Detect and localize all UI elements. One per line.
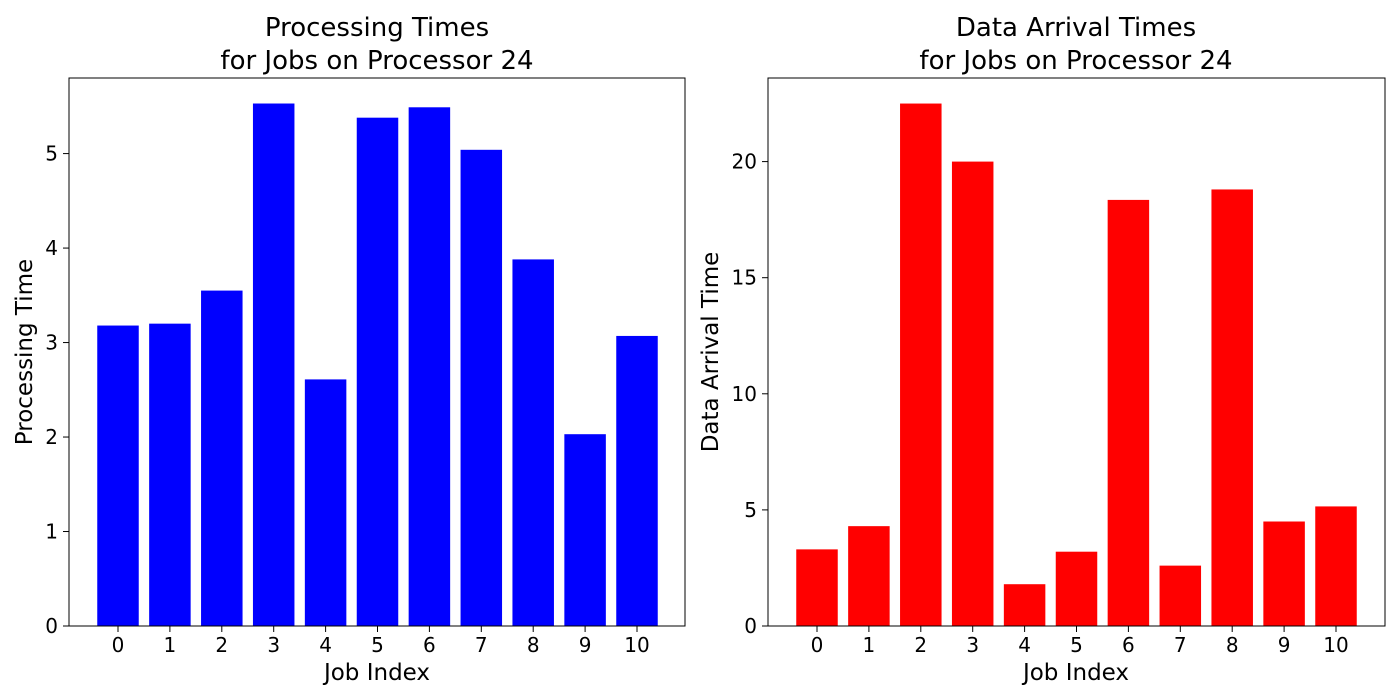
chart-title-line-1: Data Arrival Times	[956, 13, 1196, 43]
x-ticks: 0 1 2 3 4 5 6 7 8 9 10	[112, 626, 650, 657]
bar-job-5	[356, 117, 399, 626]
y-tick-label: 20	[732, 150, 757, 174]
bar-job-2	[900, 103, 942, 627]
y-tick-label: 15	[732, 266, 757, 290]
bar-job-5	[1055, 551, 1098, 626]
bar-job-1	[848, 526, 890, 626]
chart-title-line-2: for Jobs on Processor 24	[919, 46, 1232, 76]
bars	[97, 103, 658, 627]
x-tick-label: 4	[319, 633, 332, 657]
x-tick-label: 3	[267, 633, 280, 657]
y-tick-label: 5	[45, 142, 58, 166]
y-tick-label: 4	[45, 236, 58, 260]
bar-job-10	[616, 335, 658, 626]
y-ticks: 0 5 10 15 20	[732, 150, 768, 638]
y-ticks: 0 1 2 3 4 5	[45, 142, 69, 638]
x-tick-label: 7	[1174, 633, 1187, 657]
y-axis-label: Processing Time	[12, 259, 38, 445]
y-tick-label: 5	[744, 498, 757, 522]
bar-job-6	[408, 107, 451, 626]
y-tick-label: 2	[45, 425, 58, 449]
bar-job-4	[1003, 584, 1046, 626]
bar-job-0	[796, 549, 838, 626]
x-tick-label: 7	[475, 633, 488, 657]
y-tick-label: 0	[744, 614, 757, 638]
x-tick-label: 4	[1018, 633, 1031, 657]
bar-job-3	[951, 161, 994, 627]
x-tick-label: 8	[527, 633, 540, 657]
bar-job-8	[512, 259, 554, 626]
y-tick-label: 3	[45, 331, 58, 355]
x-tick-label: 9	[1278, 633, 1291, 657]
x-tick-label: 6	[1122, 633, 1135, 657]
bar-job-9	[564, 434, 606, 626]
x-ticks: 0 1 2 3 4 5 6 7 8 9 10	[811, 626, 1349, 657]
data-arrival-times-chart: Data Arrival Times for Jobs on Processor…	[698, 13, 1386, 686]
bar-job-9	[1263, 521, 1305, 626]
bar-job-7	[1159, 565, 1202, 626]
x-axis-label: Job Index	[322, 660, 430, 686]
bar-job-1	[149, 323, 191, 626]
x-tick-label: 5	[371, 633, 384, 657]
y-tick-label: 10	[732, 382, 757, 406]
x-tick-label: 9	[579, 633, 592, 657]
x-tick-label: 2	[215, 633, 228, 657]
x-tick-label: 1	[863, 633, 876, 657]
processing-times-chart: Processing Times for Jobs on Processor 2…	[12, 13, 686, 686]
y-axis-label: Data Arrival Time	[698, 252, 724, 453]
x-tick-label: 1	[164, 633, 177, 657]
x-tick-label: 0	[112, 633, 125, 657]
bar-job-2	[201, 290, 243, 626]
x-tick-label: 6	[423, 633, 436, 657]
bar-job-0	[97, 325, 139, 626]
bar-job-4	[304, 379, 347, 626]
x-tick-label: 10	[1323, 633, 1348, 657]
x-axis-label: Job Index	[1021, 660, 1129, 686]
bar-job-8	[1211, 189, 1253, 626]
y-tick-label: 1	[45, 520, 58, 544]
x-tick-label: 3	[966, 633, 979, 657]
bar-job-10	[1315, 506, 1357, 626]
chart-title-line-1: Processing Times	[265, 13, 489, 43]
bar-job-6	[1107, 199, 1150, 626]
x-tick-label: 8	[1226, 633, 1239, 657]
bars	[796, 103, 1357, 627]
bar-job-3	[252, 103, 295, 626]
bar-job-7	[460, 149, 503, 627]
x-tick-label: 2	[914, 633, 927, 657]
x-tick-label: 10	[624, 633, 649, 657]
y-tick-label: 0	[45, 614, 58, 638]
x-tick-label: 0	[811, 633, 824, 657]
x-tick-label: 5	[1070, 633, 1083, 657]
chart-title-line-2: for Jobs on Processor 24	[220, 46, 533, 76]
